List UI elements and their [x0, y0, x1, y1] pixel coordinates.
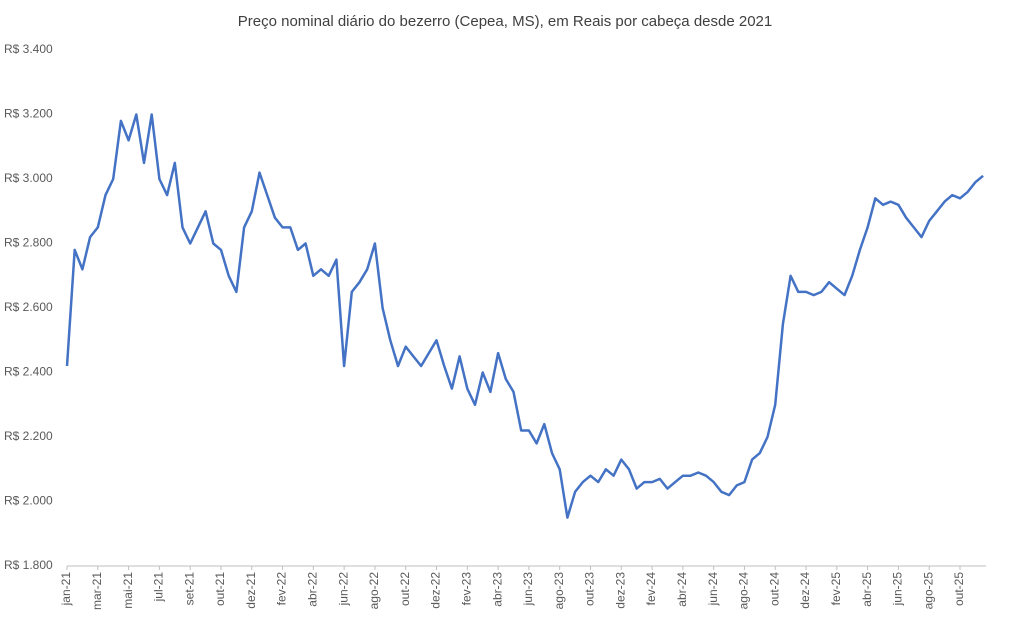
x-tick-label: fev-22 — [275, 572, 289, 606]
x-tick-label: dez-24 — [798, 572, 812, 609]
x-tick-label: mar-21 — [90, 572, 104, 610]
x-tick-label: jul-21 — [152, 572, 166, 603]
x-tick-label: abr-25 — [860, 572, 874, 607]
x-tick-label: dez-21 — [244, 572, 258, 609]
x-tick-label: ago-23 — [552, 572, 566, 610]
x-tick-label: mai-21 — [121, 572, 135, 609]
x-tick-label: out-25 — [952, 572, 966, 606]
x-tick-label: out-22 — [398, 572, 412, 606]
x-tick-label: out-24 — [767, 572, 781, 606]
x-tick-label: ago-22 — [367, 572, 381, 610]
y-tick-label: R$ 2.800 — [4, 236, 53, 250]
x-tick-label: fev-25 — [829, 572, 843, 606]
y-tick-label: R$ 2.200 — [4, 429, 53, 443]
x-tick-label: out-23 — [583, 572, 597, 606]
x-tick-label: jun-23 — [521, 572, 535, 607]
y-tick-label: R$ 2.600 — [4, 300, 53, 314]
x-tick-label: fev-23 — [459, 572, 473, 606]
y-tick-label: R$ 1.800 — [4, 558, 53, 572]
x-tick-label: dez-23 — [613, 572, 627, 609]
x-tick-label: set-21 — [182, 572, 196, 606]
x-tick-label: ago-24 — [737, 572, 751, 610]
line-series — [65, 113, 984, 519]
x-tick-label: jun-24 — [706, 572, 720, 607]
x-tick-label: out-21 — [213, 572, 227, 606]
x-tick-label: fev-24 — [644, 572, 658, 606]
x-tick-label: jun-25 — [891, 572, 905, 607]
y-tick-label: R$ 3.200 — [4, 107, 53, 121]
x-tick-label: jun-22 — [336, 572, 350, 607]
x-tick-label: abr-23 — [490, 572, 504, 607]
x-tick-label: dez-22 — [429, 572, 443, 609]
y-tick-label: R$ 2.400 — [4, 365, 53, 379]
y-tick-label: R$ 3.000 — [4, 171, 53, 185]
chart-title: Preço nominal diário do bezerro (Cepea, … — [238, 13, 772, 30]
y-tick-label: R$ 2.000 — [4, 494, 53, 508]
y-tick-label: R$ 3.400 — [4, 42, 53, 56]
x-tick-label: abr-24 — [675, 572, 689, 607]
x-tick-label: ago-25 — [921, 572, 935, 610]
x-tick-label: abr-22 — [306, 572, 320, 607]
x-tick-label: jan-21 — [59, 572, 73, 607]
